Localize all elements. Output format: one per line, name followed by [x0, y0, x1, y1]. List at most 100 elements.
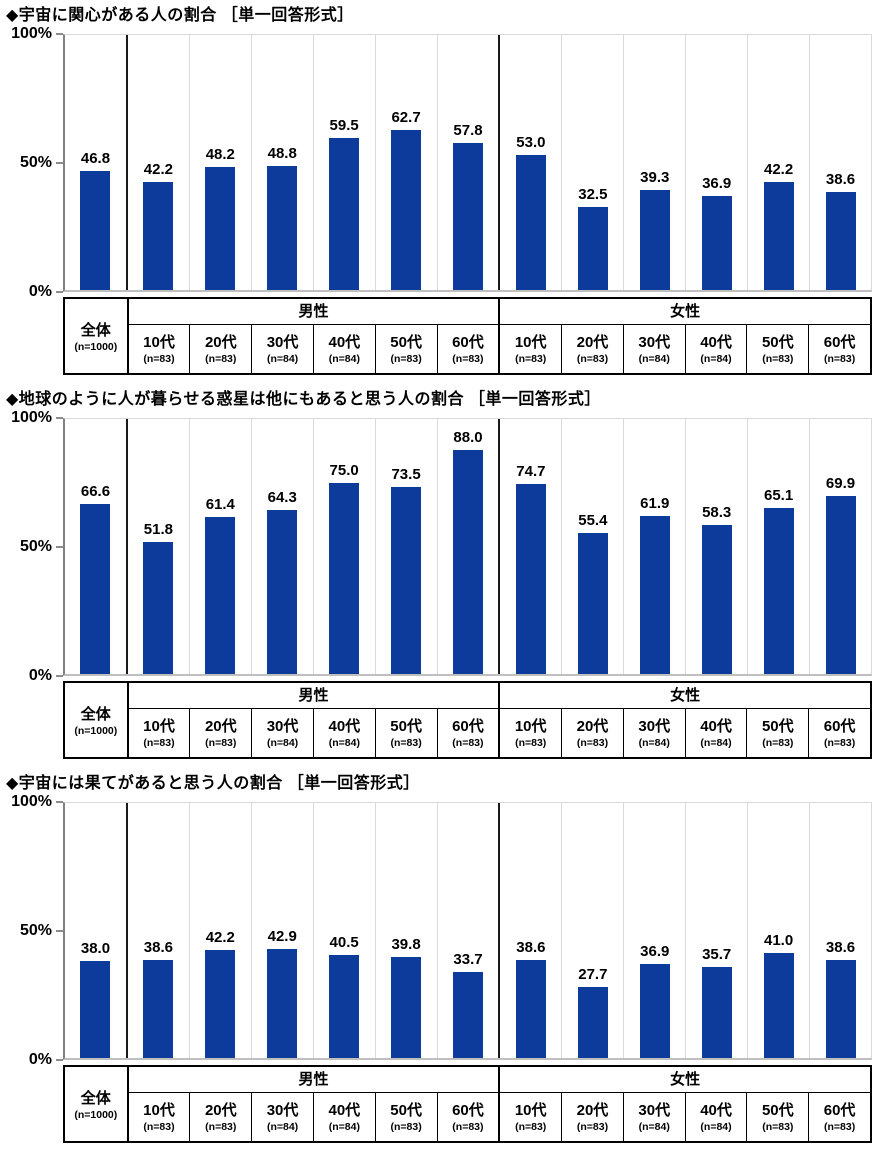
age-label: 30代 — [638, 1101, 671, 1119]
age-label: 40代 — [328, 1101, 361, 1119]
sample-size-label: (n=83) — [576, 352, 609, 365]
age-label: 50代 — [761, 717, 794, 735]
plot-column: 27.7 — [561, 803, 623, 1058]
sample-size-label: (n=84) — [700, 352, 732, 365]
y-axis-tick-label: 100% — [11, 793, 52, 810]
sample-size-label: (n=83) — [762, 352, 794, 365]
age-label: 50代 — [761, 333, 794, 351]
table-age-cell: 30代 (n=84) — [622, 709, 685, 757]
age-label: 50代 — [390, 333, 422, 351]
bar-value-label: 46.8 — [80, 149, 111, 167]
y-axis-tick-label: 50% — [19, 154, 52, 171]
age-label: 50代 — [761, 1101, 794, 1119]
sample-size-label: (n=83) — [390, 1120, 422, 1133]
sample-size-label: (n=83) — [205, 736, 237, 749]
group-header-label: 女性 — [500, 683, 870, 709]
table-age-cell: 50代 (n=83) — [746, 709, 808, 757]
bar-value-label: 66.6 — [80, 483, 111, 501]
plot-column: 42.9 — [250, 803, 313, 1058]
bar-value-label: 41.0 — [763, 932, 794, 950]
age-row: 10代 (n=83) 20代 (n=83) 30代 (n=84) 40代 (n=84) 50代(… — [129, 1093, 499, 1141]
age-label: 10代 — [514, 1101, 547, 1119]
group-header-label: 女性 — [500, 1067, 870, 1093]
plot-column: 53.0 — [498, 35, 561, 290]
plot-column: 38.6 — [809, 803, 871, 1058]
y-axis-tick-label: 100% — [11, 25, 52, 42]
bar-value-label: 42.2 — [143, 161, 173, 179]
sample-size-label: (n=83) — [390, 352, 422, 365]
bar — [515, 154, 546, 290]
plot-column: 33.7 — [436, 803, 499, 1058]
bar — [515, 959, 546, 1058]
table-age-cell: 20代 (n=83) — [189, 709, 251, 757]
table-age-cell: 40代 (n=84) — [312, 1093, 375, 1141]
overall-sample-size: (n=1000) — [74, 1109, 118, 1121]
bar-value-label: 59.5 — [329, 117, 359, 135]
bar — [452, 142, 483, 290]
plot-column: 42.2 — [125, 35, 189, 290]
sample-size-label: (n=84) — [638, 352, 670, 365]
table-age-cell: 40代 (n=84) — [312, 709, 375, 757]
group-header-label: 男性 — [128, 683, 499, 709]
age-row: 10代 (n=83) 20代 (n=83) 30代 (n=84) 40代 (n=84) 50代(… — [500, 709, 870, 757]
plot-column: 39.8 — [374, 803, 437, 1058]
bar-value-label: 61.9 — [640, 495, 670, 513]
y-axis-tick-mark — [56, 675, 63, 677]
sample-size-label: (n=83) — [576, 1120, 609, 1133]
age-label: 20代 — [576, 1101, 609, 1119]
age-label: 10代 — [143, 1101, 175, 1119]
sample-size-label: (n=83) — [452, 352, 484, 365]
plot-column: 75.0 — [312, 419, 375, 674]
plot-column: 40.5 — [312, 803, 375, 1058]
plot-column: 51.8 — [125, 419, 189, 674]
sample-size-label: (n=83) — [205, 1120, 237, 1133]
bar — [329, 482, 360, 674]
table-age-cell: 40代 (n=84) — [684, 325, 747, 373]
age-label: 20代 — [204, 717, 237, 735]
bar-value-label: 39.3 — [640, 168, 670, 186]
sample-size-label: (n=84) — [700, 736, 732, 749]
table-age-cell: 30代 (n=84) — [251, 709, 313, 757]
plot-column: 35.7 — [685, 803, 747, 1058]
bar — [639, 963, 670, 1058]
y-axis: 100% 50% 0% — [0, 25, 63, 300]
bar-value-label: 51.8 — [143, 520, 173, 538]
table-age-cell: 20代 (n=83) — [189, 325, 251, 373]
table-age-cell: 30代 (n=84) — [622, 1093, 685, 1141]
bar-value-label: 36.9 — [702, 174, 732, 192]
bar — [452, 449, 483, 674]
bar-value-label: 55.4 — [578, 511, 608, 529]
plot-column: 69.9 — [809, 419, 871, 674]
table-age-cell: 30代 (n=84) — [622, 325, 685, 373]
chart-title: ◆宇宙には果てがあると思う人の割合 ［単一回答形式］ — [6, 775, 420, 792]
bar — [452, 972, 483, 1058]
age-label: 40代 — [700, 1101, 732, 1119]
bar-value-label: 48.8 — [267, 144, 297, 162]
table-age-cell: 50代 (n=83) — [746, 325, 808, 373]
bar-value-label: 73.5 — [391, 465, 421, 483]
bar-value-label: 38.0 — [80, 940, 111, 958]
table-group-female: 女性 10代 (n=83) 20代 (n=83) 30代 (n=84) 40代 (n=84) 50… — [498, 299, 870, 373]
chart-block-space-interest: ◆宇宙に関心がある人の割合 ［単一回答形式］ 100% 50% 0% 46.8 42.… — [0, 6, 872, 375]
plot-column: 38.6 — [809, 35, 871, 290]
sample-size-label: (n=83) — [823, 352, 856, 365]
bar-value-label: 69.9 — [825, 474, 856, 492]
y-axis-tick-label: 0% — [28, 1051, 52, 1068]
chart-title: ◆地球のように人が暮らせる惑星は他にもあると思う人の割合 ［単一回答形式］ — [6, 391, 601, 408]
plot-column: 62.7 — [374, 35, 437, 290]
plot-area: 66.6 51.8 61.4 64.3 75.0 73.5 88.0 74.7 55.4 61.9… — [63, 418, 872, 676]
table-group-female: 女性 10代 (n=83) 20代 (n=83) 30代 (n=84) 40代 (n=84) 50… — [498, 1067, 870, 1141]
bar — [329, 138, 360, 290]
sample-size-label: (n=83) — [762, 1120, 794, 1133]
age-label: 10代 — [143, 333, 175, 351]
plot-column: 38.6 — [498, 803, 561, 1058]
table-age-cell: 60代 (n=83) — [436, 325, 499, 373]
bar — [267, 510, 298, 674]
chart-area: 100% 50% 0% 66.6 51.8 61.4 64.3 75.0 73.5 88.0 74… — [0, 409, 872, 684]
bar — [639, 516, 670, 674]
overall-sample-size: (n=1000) — [74, 725, 118, 737]
age-label: 20代 — [204, 333, 237, 351]
category-table: 全体 (n=1000) 男性 10代 (n=83) 20代 (n=83) 30代 (n=84) 4… — [63, 1065, 872, 1143]
sample-size-label: (n=84) — [638, 1120, 670, 1133]
sample-size-label: (n=83) — [205, 352, 237, 365]
